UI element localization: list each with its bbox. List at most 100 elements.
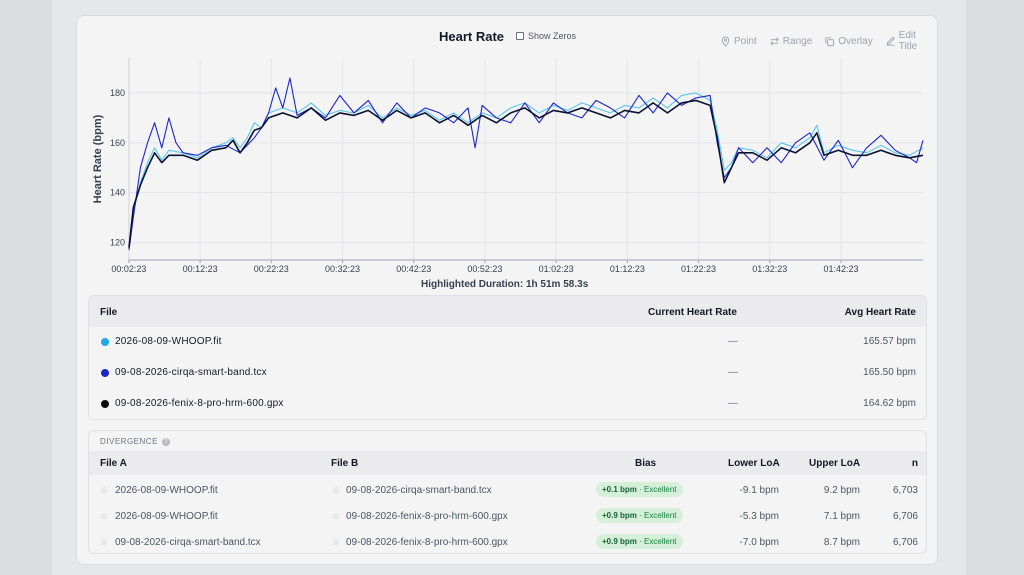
chart-grid <box>128 58 923 260</box>
series-line-3 <box>128 99 924 248</box>
left-margin <box>0 0 52 575</box>
x-tick-label: 00:32:23 <box>325 264 360 274</box>
avg-heart-rate: 165.57 bpm <box>863 336 916 347</box>
divergence-row[interactable]: ☆ 09-08-2026-cirqa-smart-band.tcx ☆ 09-0… <box>89 530 926 553</box>
avg-hr-column-header: Avg Heart Rate <box>844 307 916 318</box>
x-tick-label: 01:02:23 <box>539 264 574 274</box>
x-tick-label: 01:32:23 <box>752 264 787 274</box>
file-b-name: 09-08-2026-cirqa-smart-band.tcx <box>346 485 492 496</box>
chart-series <box>128 77 924 251</box>
file-a-name: 2026-08-09-WHOOP.fit <box>115 511 218 522</box>
divergence-table-header: File A File B Bias Lower LoA Upper LoA n <box>89 451 926 475</box>
right-margin <box>966 0 1024 575</box>
show-zeros-toggle[interactable]: Show Zeros <box>516 31 576 41</box>
files-table: File Current Heart Rate Avg Heart Rate 2… <box>88 295 927 420</box>
bias-value: +0.9 bpm <box>602 511 637 520</box>
sample-count: 6,706 <box>892 511 918 522</box>
file-a-name: 09-08-2026-cirqa-smart-band.tcx <box>115 537 261 548</box>
x-tick-label: 01:22:23 <box>681 264 716 274</box>
y-axis-label: Heart Rate (bpm) <box>92 114 104 203</box>
overlay-tool-button[interactable]: Overlay <box>824 30 873 52</box>
divergence-label: DIVERGENCE ? <box>100 437 170 446</box>
chart-header: Heart Rate Show Zeros Point Range Overla… <box>77 16 937 58</box>
file-name: 09-08-2026-cirqa-smart-band.tcx <box>115 367 267 378</box>
series-color-dot <box>101 369 109 377</box>
series-color-dot <box>101 338 109 346</box>
heart-rate-chart[interactable]: 120 140 160 180 00:02:23 00:12:23 00:22:23 00:3… <box>77 56 937 281</box>
show-zeros-checkbox[interactable] <box>516 32 524 40</box>
lower-loa: -7.0 bpm <box>739 537 779 548</box>
y-tick-label: 140 <box>110 188 125 198</box>
x-tick-label: 00:42:23 <box>396 264 431 274</box>
y-tick-label: 120 <box>110 238 125 248</box>
divergence-row[interactable]: ☆ 2026-08-09-WHOOP.fit ☆ 09-08-2026-feni… <box>89 504 926 530</box>
bias-value: +0.9 bpm <box>602 537 637 546</box>
x-tick-label: 00:22:23 <box>254 264 289 274</box>
bias-badge: +0.9 bpm · Excellent <box>596 534 683 549</box>
bias-rating: · Excellent <box>639 511 677 520</box>
edit-title-button[interactable]: Edit Title <box>885 30 937 52</box>
y-tick-label: 160 <box>110 138 125 148</box>
series-line-2 <box>128 77 924 251</box>
overlay-tool-label: Overlay <box>838 35 873 47</box>
edit-title-label: Edit Title <box>898 30 918 52</box>
lower-loa: -9.1 bpm <box>739 485 779 496</box>
divergence-title: DIVERGENCE <box>100 437 158 446</box>
highlighted-duration: Highlighted Duration: 1h 51m 58.3s <box>421 279 589 290</box>
current-heart-rate: — <box>728 336 738 347</box>
bias-badge: +0.1 bpm · Excellent <box>596 482 683 497</box>
star-icon[interactable]: ☆ <box>100 511 109 521</box>
sample-count: 6,706 <box>892 537 918 548</box>
x-tick-label: 00:52:23 <box>467 264 502 274</box>
avg-heart-rate: 165.50 bpm <box>863 367 916 378</box>
file-column-header: File <box>100 307 118 318</box>
chart-toolbar: Point Range Overlay Edit Title <box>720 30 937 52</box>
bias-badge: +0.9 bpm · Excellent <box>596 508 683 523</box>
chart-title: Heart Rate <box>439 29 505 44</box>
current-heart-rate: — <box>728 398 738 409</box>
upper-loa: 7.1 bpm <box>823 511 860 522</box>
range-tool-label: Range <box>782 35 813 47</box>
copy-icon <box>825 36 835 46</box>
file-row[interactable]: 2026-08-09-WHOOP.fit — 165.57 bpm <box>89 327 926 358</box>
file-b-name: 09-08-2026-fenix-8-pro-hrm-600.gpx <box>346 511 508 522</box>
n-column-header: n <box>911 458 918 469</box>
arrows-icon <box>769 37 779 45</box>
star-icon[interactable]: ☆ <box>100 485 109 495</box>
chart-axes: 120 140 160 180 00:02:23 00:12:23 00:22:23 00:3… <box>92 58 923 274</box>
divergence-table: DIVERGENCE ? File A File B Bias Lower Lo… <box>88 430 927 554</box>
bias-column-header: Bias <box>635 458 657 469</box>
file-name: 09-08-2026-fenix-8-pro-hrm-600.gpx <box>115 398 284 409</box>
file-row[interactable]: 09-08-2026-cirqa-smart-band.tcx — 165.50… <box>89 358 926 389</box>
file-a-column-header: File A <box>100 458 127 469</box>
star-icon[interactable]: ☆ <box>332 511 341 521</box>
files-table-header: File Current Heart Rate Avg Heart Rate <box>89 296 926 327</box>
point-tool-label: Point <box>734 35 757 47</box>
info-icon[interactable]: ? <box>161 437 170 446</box>
file-row[interactable]: 09-08-2026-fenix-8-pro-hrm-600.gpx — 164… <box>89 389 926 419</box>
avg-heart-rate: 164.62 bpm <box>863 398 916 409</box>
y-tick-label: 180 <box>110 88 125 98</box>
divergence-row[interactable]: ☆ 2026-08-09-WHOOP.fit ☆ 09-08-2026-cirq… <box>89 478 926 504</box>
file-b-column-header: File B <box>331 458 359 469</box>
file-name: 2026-08-09-WHOOP.fit <box>115 336 222 347</box>
file-a-name: 2026-08-09-WHOOP.fit <box>115 485 218 496</box>
star-icon[interactable]: ☆ <box>332 485 341 495</box>
star-icon[interactable]: ☆ <box>100 537 109 547</box>
lower-loa-column-header: Lower LoA <box>728 458 780 469</box>
bias-rating: · Excellent <box>639 485 677 494</box>
lower-loa: -5.3 bpm <box>739 511 779 522</box>
x-tick-label: 01:12:23 <box>610 264 645 274</box>
sample-count: 6,703 <box>892 485 918 496</box>
x-tick-label: 01:42:23 <box>823 264 858 274</box>
point-tool-button[interactable]: Point <box>720 30 757 52</box>
file-b-name: 09-08-2026-fenix-8-pro-hrm-600.gpx <box>346 537 508 548</box>
bias-value: +0.1 bpm <box>602 485 637 494</box>
star-icon[interactable]: ☆ <box>332 537 341 547</box>
edit-icon <box>886 36 895 46</box>
range-tool-button[interactable]: Range <box>769 30 812 52</box>
x-tick-label: 00:02:23 <box>111 264 146 274</box>
current-hr-column-header: Current Heart Rate <box>648 307 737 318</box>
upper-loa: 9.2 bpm <box>823 485 860 496</box>
bias-rating: · Excellent <box>639 537 677 546</box>
